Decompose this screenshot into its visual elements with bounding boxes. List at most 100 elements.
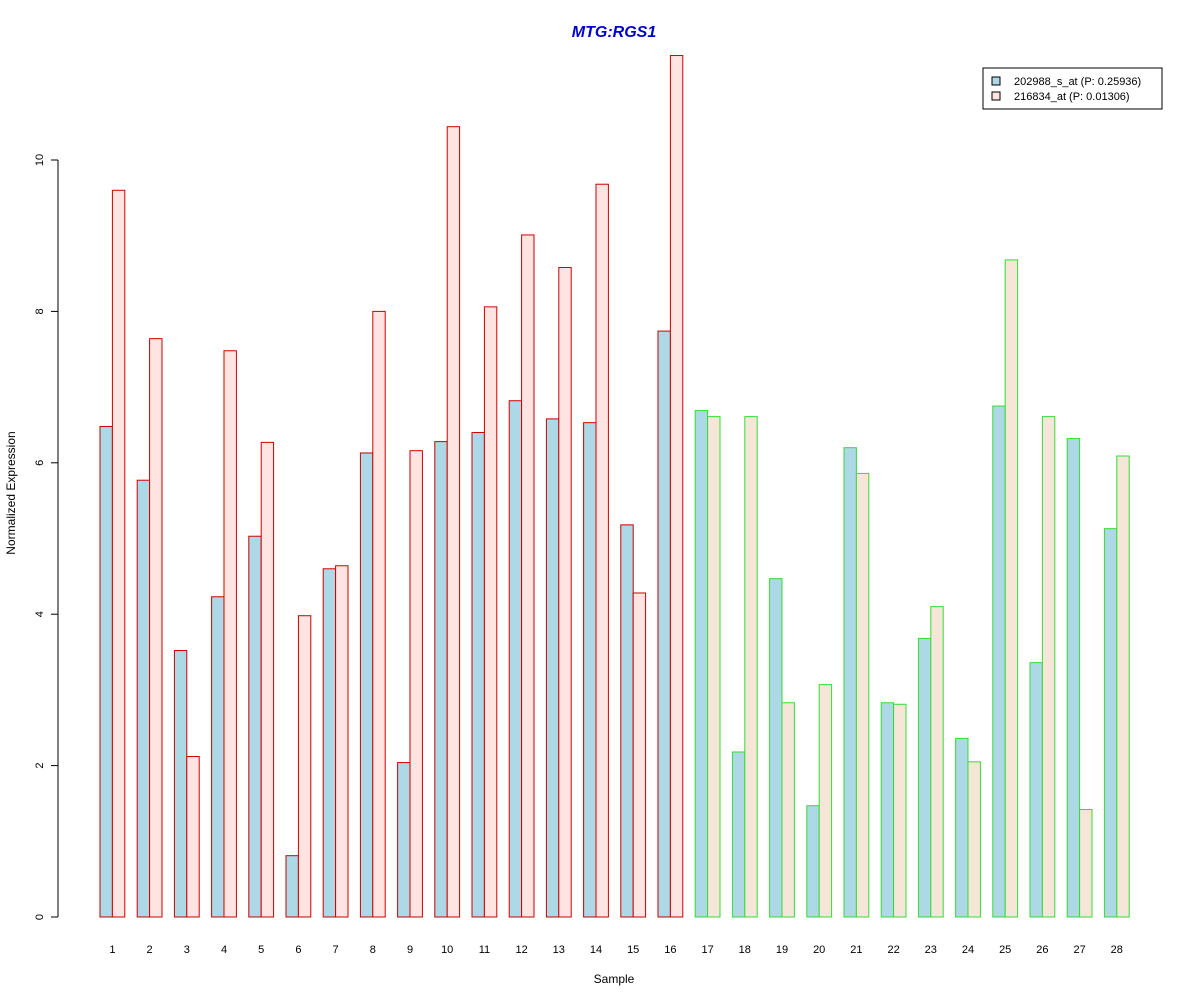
- x-tick-label: 20: [813, 944, 825, 956]
- bar: [434, 441, 448, 918]
- bar: [917, 637, 932, 918]
- bar: [806, 805, 820, 918]
- bar: [1079, 809, 1093, 918]
- x-tick-label: 12: [515, 944, 527, 956]
- bar: [1116, 455, 1130, 918]
- y-tick-label: 6: [34, 460, 46, 466]
- x-tick-label: 22: [887, 944, 899, 956]
- bar: [397, 762, 411, 918]
- x-tick-label: 8: [370, 944, 376, 956]
- bar: [211, 596, 225, 918]
- bar: [322, 568, 337, 918]
- x-tick-label: 7: [333, 944, 339, 956]
- bar: [260, 441, 275, 918]
- bar: [471, 432, 485, 918]
- x-tick-label: 26: [1036, 944, 1048, 956]
- bar: [1004, 259, 1019, 918]
- bar: [707, 416, 721, 918]
- x-tick-label: 10: [441, 944, 453, 956]
- x-tick-label: 9: [407, 944, 413, 956]
- bar: [173, 650, 188, 918]
- bar: [930, 606, 944, 918]
- y-tick-label: 8: [34, 308, 46, 314]
- bar: [446, 126, 461, 918]
- x-tick-label: 4: [221, 944, 227, 956]
- x-tick-label: 1: [109, 944, 115, 956]
- bar: [657, 330, 671, 918]
- legend-label: 216834_at (P: 0.01306): [1014, 91, 1130, 103]
- bar: [149, 338, 163, 918]
- x-tick-label: 17: [701, 944, 713, 956]
- x-tick-label: 21: [850, 944, 862, 956]
- legend-label: 202988_s_at (P: 0.25936): [1014, 76, 1141, 88]
- bar: [595, 183, 609, 918]
- bar: [731, 751, 746, 918]
- x-tick-label: 19: [776, 944, 788, 956]
- x-tick-label: 16: [664, 944, 676, 956]
- x-tick-label: 5: [258, 944, 264, 956]
- bar: [521, 234, 535, 918]
- bar: [335, 565, 349, 918]
- bar: [955, 737, 969, 918]
- bar: [669, 55, 684, 918]
- bar: [1041, 416, 1056, 918]
- bar: [285, 855, 299, 918]
- x-tick-label: 11: [479, 944, 490, 956]
- bar: [880, 702, 895, 918]
- bar: [99, 425, 113, 918]
- x-axis-tick-labels: 1 2 3 4 5 6 7 8 9 10 11 12 13 14 15 16 17 18 19 20 21 22 23 24 2…: [109, 944, 1123, 956]
- bar: [248, 535, 262, 918]
- y-axis: 0 2 4 6 8 10: [34, 154, 59, 920]
- x-tick-label: 23: [925, 944, 937, 956]
- x-tick-label: 18: [739, 944, 751, 956]
- bars: [99, 55, 1130, 918]
- bar: [694, 410, 709, 918]
- x-tick-label: 6: [295, 944, 301, 956]
- bar: [297, 615, 312, 918]
- bar: [1103, 528, 1118, 918]
- bar: [136, 479, 151, 918]
- bar: [632, 592, 647, 918]
- bar: [855, 472, 870, 918]
- bar: [818, 684, 833, 918]
- legend-swatch: [991, 76, 1001, 86]
- bar: [409, 450, 423, 918]
- y-tick-label: 4: [34, 611, 46, 617]
- bar: [1029, 662, 1043, 918]
- x-tick-label: 15: [627, 944, 639, 956]
- bar: [893, 703, 907, 918]
- y-tick-label: 10: [34, 154, 46, 166]
- x-tick-label: 13: [553, 944, 565, 956]
- bar: [558, 266, 572, 918]
- bar: [769, 578, 783, 918]
- y-tick-label: 2: [34, 763, 46, 769]
- x-tick-label: 3: [184, 944, 190, 956]
- bar: [359, 452, 374, 918]
- legend: 202988_s_at (P: 0.25936) 216834_at (P: 0.…: [982, 67, 1163, 110]
- bar: [583, 422, 597, 918]
- y-axis-label: Normalized Expression: [4, 431, 18, 554]
- bar: [843, 447, 857, 918]
- bar: [992, 405, 1006, 918]
- bar: [620, 524, 634, 918]
- x-tick-label: 24: [962, 944, 974, 956]
- x-tick-label: 27: [1073, 944, 1085, 956]
- bar: [372, 310, 386, 918]
- bar: [781, 702, 795, 918]
- x-axis-label: Sample: [594, 972, 635, 986]
- x-tick-label: 2: [147, 944, 153, 956]
- bar: [111, 189, 126, 918]
- x-tick-label: 28: [1111, 944, 1123, 956]
- x-tick-label: 25: [999, 944, 1011, 956]
- bar: [545, 418, 560, 918]
- x-tick-label: 14: [590, 944, 602, 956]
- bar: [744, 416, 758, 918]
- bar: [186, 756, 200, 918]
- y-tick-label: 0: [34, 914, 46, 920]
- bar: [223, 350, 237, 918]
- legend-box: [982, 67, 1163, 110]
- chart-title: MTG:RGS1: [572, 24, 657, 41]
- bar: [483, 306, 498, 918]
- bar: [1066, 438, 1081, 918]
- bar: [967, 761, 981, 918]
